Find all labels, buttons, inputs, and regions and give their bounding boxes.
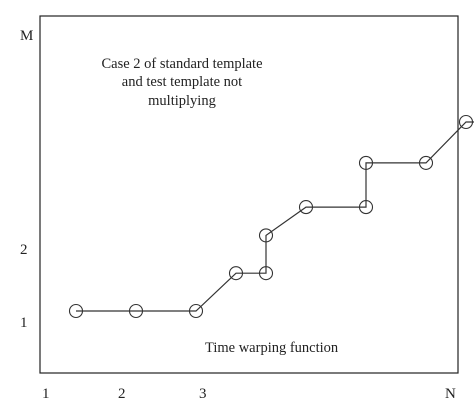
function-label: Time warping function (205, 340, 339, 356)
x-tick-label-n: N (445, 386, 456, 402)
data-point-5 (258, 266, 274, 281)
y-tick-label-2: 2 (20, 242, 28, 258)
case-annotation-line-1: Case 2 of standard template (101, 56, 262, 72)
data-point-10 (418, 155, 434, 170)
warping-path (68, 114, 474, 319)
data-point-3 (188, 303, 204, 319)
x-tick-label-3: 3 (199, 386, 207, 402)
data-point-7 (298, 200, 314, 215)
y-tick-label-1: 1 (20, 315, 28, 331)
case-annotation-line-2: and test template not (122, 74, 242, 90)
data-point-2 (128, 303, 144, 319)
warping-path-line (76, 121, 474, 312)
x-tick-label-2: 2 (118, 386, 126, 402)
data-point-9 (358, 155, 374, 170)
data-point-1 (68, 303, 84, 319)
data-point-6 (258, 228, 274, 243)
plot-frame (39, 15, 459, 374)
data-point-4 (228, 266, 244, 281)
data-point-11 (458, 114, 474, 130)
case-annotation-line-3: multiplying (148, 93, 216, 109)
x-tick-label-1: 1 (42, 386, 50, 402)
y-tick-label-m: M (20, 28, 33, 44)
data-point-8 (358, 200, 374, 215)
